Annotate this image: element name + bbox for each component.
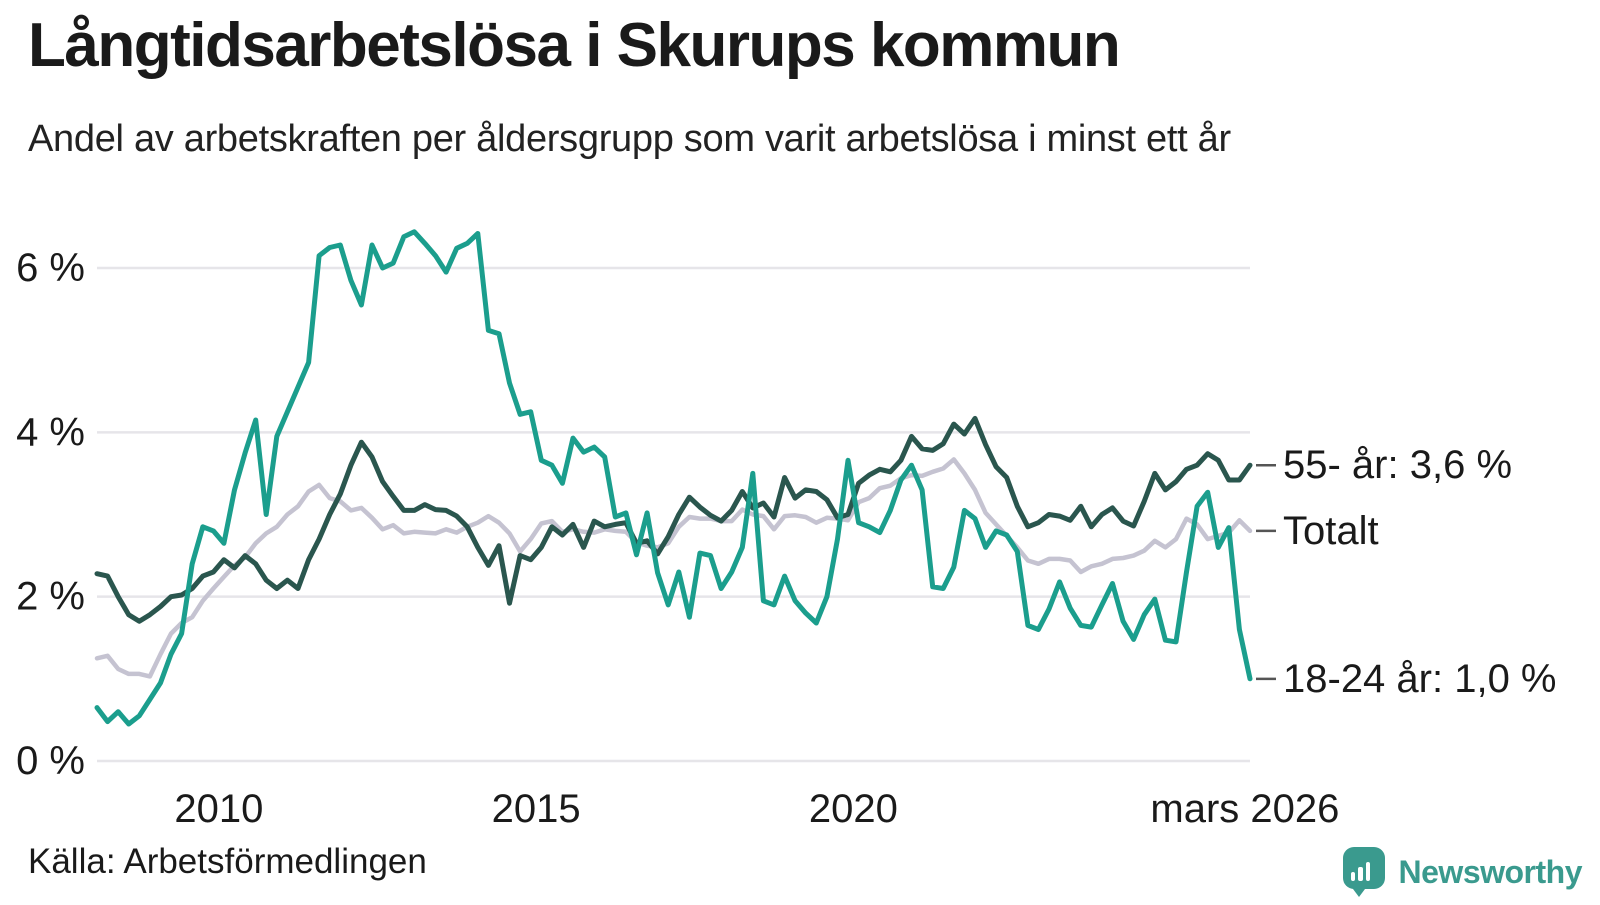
brand-logo: Newsworthy bbox=[1342, 846, 1583, 898]
newsworthy-bubble-chart-icon bbox=[1342, 847, 1385, 897]
series-end-label-55-r: 55- år: 3,6 % bbox=[1283, 443, 1512, 487]
x-axis-tick-label: mars 2026 bbox=[1150, 787, 1339, 831]
series-end-label-totalt: Totalt bbox=[1283, 509, 1379, 553]
brand-name: Newsworthy bbox=[1398, 853, 1583, 890]
y-axis-tick-label: 0 % bbox=[16, 739, 85, 783]
x-axis-tick-label: 2020 bbox=[809, 787, 898, 831]
source-note: Källa: Arbetsförmedlingen bbox=[28, 842, 427, 881]
series-line-totalt bbox=[94, 457, 1253, 679]
x-axis-tick-label: 2010 bbox=[174, 787, 263, 831]
series-line-55-r bbox=[94, 415, 1253, 624]
series-line-18-24-r bbox=[94, 229, 1253, 727]
y-axis-tick-label: 4 % bbox=[16, 410, 85, 454]
y-axis-tick-label: 2 % bbox=[16, 575, 85, 619]
series-end-label-18-24-r: 18-24 år: 1,0 % bbox=[1283, 657, 1557, 701]
page-subtitle: Andel av arbetskraften per åldersgrupp s… bbox=[28, 118, 1231, 160]
page-title: Långtidsarbetslösa i Skurups kommun bbox=[28, 11, 1121, 80]
x-axis-tick-label: 2015 bbox=[492, 787, 581, 831]
y-axis-tick-label: 6 % bbox=[16, 246, 85, 290]
